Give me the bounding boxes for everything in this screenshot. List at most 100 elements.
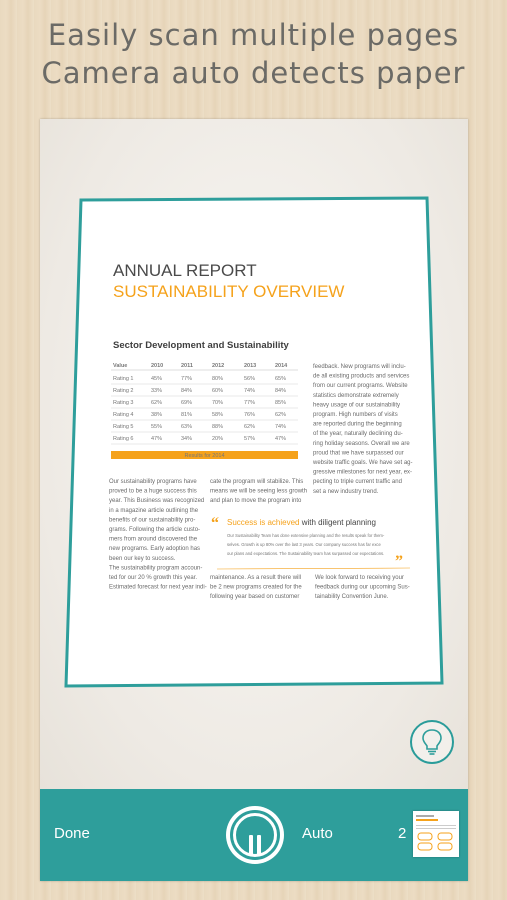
headline: Easily scan multiple pages Camera auto d… <box>0 16 507 92</box>
text-line: cate the program will stabilize. This <box>210 479 303 485</box>
bottom-toolbar: Done Auto 2 <box>40 789 468 881</box>
text-line: be 2 new programs created for the <box>210 585 302 591</box>
quote-line: our plans and expectations. The Sustaina… <box>227 551 384 556</box>
table-row: Rating 2 33% 84% 60% 74% 84% <box>111 388 298 397</box>
text-line: means we will be seeing less growth <box>210 489 307 495</box>
text-line: website traffic goals. We have set ag- <box>312 460 413 466</box>
text-line: been our key to success. <box>109 556 176 562</box>
text-line: set a new industry trend. <box>313 489 379 495</box>
quote-open-icon: “ <box>211 515 219 532</box>
table-header-cell: 2010 <box>151 363 163 369</box>
text-line: grams. Following the article custo- <box>109 527 200 533</box>
table-cell: 62% <box>244 424 255 430</box>
table-cell: 58% <box>212 412 223 418</box>
table-cell: 33% <box>151 388 162 394</box>
text-line: year. This Business was recognized <box>109 498 204 504</box>
table-row: Rating 1 45% 77% 80% 56% 65% <box>111 376 298 385</box>
text-line: and plan to move the program into <box>210 498 302 504</box>
camera-viewfinder: ANNUAL REPORT SUSTAINABILITY OVERVIEW Se… <box>40 119 468 789</box>
table-footer-bar <box>111 451 298 459</box>
text-line: new programs. Early adoption has <box>109 546 200 552</box>
doc-column-3-top: feedback. New programs will inclu-de all… <box>312 364 413 495</box>
table-cell: 57% <box>244 436 255 442</box>
doc-subtitle: SUSTAINABILITY OVERVIEW <box>113 282 344 301</box>
quote-rule <box>216 567 411 570</box>
table-cell: 69% <box>181 400 192 406</box>
text-line: proved to be a huge success this <box>109 489 197 495</box>
table-cell: 77% <box>244 400 255 406</box>
table-cell: Rating 1 <box>113 376 134 382</box>
quote-rest: with diligent planning <box>299 518 376 527</box>
scanned-document: ANNUAL REPORT SUSTAINABILITY OVERVIEW Se… <box>64 196 444 688</box>
table-cell: Rating 4 <box>113 412 134 418</box>
quote-line: selves. Growth is up 80% over the last 3… <box>227 542 382 547</box>
table-header-cell: 2012 <box>212 363 224 369</box>
table-cell: 34% <box>181 436 192 442</box>
text-line: in a magazine article outlining the <box>109 508 199 514</box>
text-line: ring holiday seasons. Overall we are <box>313 441 410 447</box>
table-cell: 38% <box>151 412 162 418</box>
table-cell: 88% <box>212 424 223 430</box>
text-line: following year based on customer <box>210 594 299 600</box>
table-cell: Rating 5 <box>113 424 134 430</box>
table-cell: 62% <box>151 400 162 406</box>
table-row: Rating 4 38% 81% 58% 76% 62% <box>111 412 298 421</box>
doc-title: ANNUAL REPORT <box>113 261 257 280</box>
text-line: benefits of our sustainability pro- <box>109 517 195 523</box>
table-cell: 70% <box>212 400 223 406</box>
thumbnail-preview <box>416 815 456 851</box>
text-line: statistics demonstrate extremely <box>313 393 399 399</box>
text-line: gressive milestones for next year, ex- <box>313 470 412 476</box>
quote-highlight: Success is achieved <box>227 518 299 527</box>
done-button[interactable]: Done <box>54 825 90 842</box>
table-cell: 76% <box>244 412 255 418</box>
text-line: mers from around discovered the <box>109 537 198 543</box>
table-cell: 56% <box>244 376 255 382</box>
table-header-cell: 2014 <box>275 363 288 369</box>
table-cell: 45% <box>151 376 162 382</box>
table-cell: 74% <box>244 388 255 394</box>
doc-table: Value 2010 2011 2012 2013 2014 Rating 1 45% 77% 8… <box>111 363 298 459</box>
headline-line-2: Camera auto detects paper <box>41 56 466 90</box>
text-line: The sustainability program accoun- <box>109 565 202 571</box>
table-cell: 62% <box>275 412 286 418</box>
table-cell: 74% <box>275 424 286 430</box>
table-cell: 55% <box>151 424 162 430</box>
table-cell: 63% <box>181 424 192 430</box>
table-cell: 20% <box>212 436 223 442</box>
text-line: feedback. New programs will inclu- <box>313 364 406 370</box>
capture-button[interactable] <box>226 806 284 864</box>
table-row: Rating 5 55% 63% 88% 62% 74% <box>111 424 298 433</box>
text-line: from our current programs. Website <box>313 383 408 389</box>
table-row: Rating 3 62% 69% 70% 77% 85% <box>111 400 298 409</box>
page-thumbnail[interactable] <box>413 811 459 857</box>
text-line: Estimated forecast for next year indi- <box>109 585 207 591</box>
flash-toggle-button[interactable] <box>410 720 454 764</box>
table-row: Rating 6 47% 34% 20% 57% 47% <box>111 436 298 445</box>
text-line: maintenance. As a result there will <box>210 575 301 581</box>
table-header-cell: 2011 <box>181 363 193 369</box>
table-cell: Rating 6 <box>113 436 134 442</box>
table-footer-label: Results for 2014 <box>184 453 224 459</box>
text-line: program. High numbers of visits <box>313 412 398 418</box>
table-cell: 65% <box>275 376 286 382</box>
doc-column-2-top: cate the program will stabilize. This mea… <box>210 479 307 504</box>
quote-line: Our Sustainability Team has done extensi… <box>227 533 385 538</box>
auto-mode-button[interactable]: Auto <box>302 825 333 842</box>
quote-close-icon: ” <box>395 553 403 570</box>
page-count: 2 <box>398 825 407 842</box>
quote-body: Our Sustainability Team has done extensi… <box>227 533 385 556</box>
text-line: We look forward to receiving your <box>315 575 404 581</box>
text-line: ted for our 20 % growth this year. <box>109 575 197 581</box>
table-cell: Rating 3 <box>113 400 134 406</box>
table-cell: 84% <box>275 388 286 394</box>
text-line: heavy usage of our sustainability <box>313 402 400 408</box>
lightbulb-icon <box>422 729 442 755</box>
table-cell: 77% <box>181 376 192 382</box>
table-header-cell: 2013 <box>244 363 256 369</box>
doc-column-3-bottom: We look forward to receiving your feedbac… <box>315 575 410 600</box>
quote-title: Success is achieved with diligent planni… <box>227 518 376 527</box>
phone-screen: ANNUAL REPORT SUSTAINABILITY OVERVIEW Se… <box>40 119 468 881</box>
text-line: Our sustainability programs have <box>109 479 197 485</box>
table-cell: 80% <box>212 376 223 382</box>
